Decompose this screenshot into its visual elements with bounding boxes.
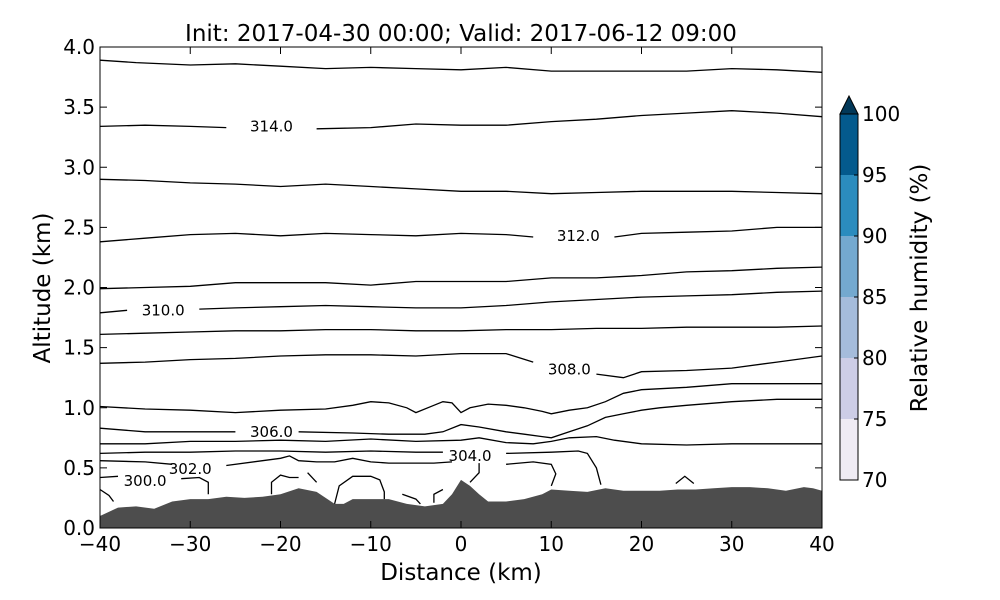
- contour-label: 312.0: [557, 227, 600, 245]
- chart-title: Init: 2017-04-30 00:00; Valid: 2017-06-1…: [185, 21, 737, 47]
- y-tick-label: 3.5: [63, 95, 95, 119]
- x-axis-label: Distance (km): [380, 560, 542, 586]
- contour-line: [99, 124, 227, 129]
- contour-label: 300.0: [124, 472, 167, 490]
- contour-line: [226, 455, 453, 467]
- x-tick-label: 30: [719, 532, 744, 556]
- contour-label: 302.0: [169, 460, 212, 478]
- contour-line: [307, 472, 318, 483]
- terrain-fill: [100, 479, 822, 528]
- y-tick-label: 3.0: [63, 155, 95, 179]
- contour-label: 314.0: [250, 117, 293, 135]
- contour-line: [99, 352, 534, 364]
- colorbar-band: [840, 297, 858, 358]
- contour-line: [99, 383, 822, 415]
- colorbar-band: [840, 236, 858, 297]
- contour-line: [100, 435, 822, 446]
- y-tick-label: 2.5: [63, 215, 95, 239]
- y-tick-label: 2.0: [63, 276, 95, 300]
- x-tick-label: −30: [169, 532, 211, 556]
- colorbar-band: [840, 175, 858, 236]
- x-tick-label: −10: [350, 532, 392, 556]
- contour-line: [99, 178, 823, 195]
- contour-label: 308.0: [548, 360, 591, 378]
- colorbar-tick-label: 75: [862, 407, 887, 431]
- x-tick-label: 10: [539, 532, 564, 556]
- y-tick-label: 0.5: [63, 456, 95, 480]
- contour-line: [614, 226, 822, 238]
- y-tick-label: 4.0: [63, 35, 95, 59]
- contour-label: 304.0: [449, 447, 492, 465]
- contour-line: [333, 475, 385, 505]
- contour-line: [99, 460, 173, 465]
- colorbar-tick-label: 95: [862, 163, 887, 187]
- contour-line: [469, 463, 480, 483]
- colorbar-tick-label: 100: [862, 102, 900, 126]
- contour-line: [99, 59, 823, 73]
- colorbar: 70 75 80 85 90 95 100: [839, 94, 900, 492]
- contour-line: [99, 475, 119, 479]
- contour-line: [506, 461, 557, 487]
- colorbar-extend-arrow: [839, 94, 859, 115]
- contour-lines: [99, 59, 823, 505]
- contour-line: [316, 110, 823, 130]
- y-tick-label: 1.5: [63, 336, 95, 360]
- colorbar-label: Relative humidity (%): [907, 164, 933, 413]
- contour-line: [99, 488, 115, 502]
- contour-line: [270, 474, 299, 495]
- contour-line: [298, 398, 822, 439]
- colorbar-tick-label: 70: [862, 468, 887, 492]
- x-tick-label: 0: [455, 532, 468, 556]
- contour-line: [99, 427, 236, 433]
- x-axis-ticks: −40 −30 −20 −10 0 10 20 30 40: [79, 47, 835, 556]
- contour-line: [506, 450, 602, 485]
- contour-label: 306.0: [250, 423, 293, 441]
- x-tick-label: 20: [629, 532, 654, 556]
- y-tick-label: 0.0: [63, 516, 95, 540]
- colorbar-tick-label: 85: [862, 285, 887, 309]
- contour-line: [675, 475, 695, 485]
- contour-line: [402, 493, 421, 505]
- y-axis-label: Altitude (km): [30, 213, 56, 364]
- contour-line: [99, 309, 128, 314]
- colorbar-tick-label: 90: [862, 224, 887, 248]
- x-tick-label: −40: [79, 532, 121, 556]
- contour-line: [596, 355, 823, 379]
- colorbar-band: [840, 358, 858, 419]
- contour-label: 310.0: [142, 301, 185, 319]
- x-tick-label: −20: [259, 532, 301, 556]
- contour-line: [99, 266, 823, 290]
- contour-line: [99, 232, 534, 243]
- contour-line: [433, 488, 444, 503]
- x-tick-label: 40: [809, 532, 834, 556]
- colorbar-band: [840, 419, 858, 480]
- colorbar-tick-label: 80: [862, 346, 887, 370]
- contour-line: [99, 450, 443, 455]
- y-tick-label: 1.0: [63, 396, 95, 420]
- contour-line: [181, 476, 209, 495]
- y-axis-ticks: 0.0 0.5 1.0 1.5 2.0 2.5 3.0 3.5 4.0: [63, 35, 822, 540]
- colorbar-band: [840, 114, 858, 175]
- contour-line: [199, 290, 823, 310]
- contour-line: [99, 325, 823, 336]
